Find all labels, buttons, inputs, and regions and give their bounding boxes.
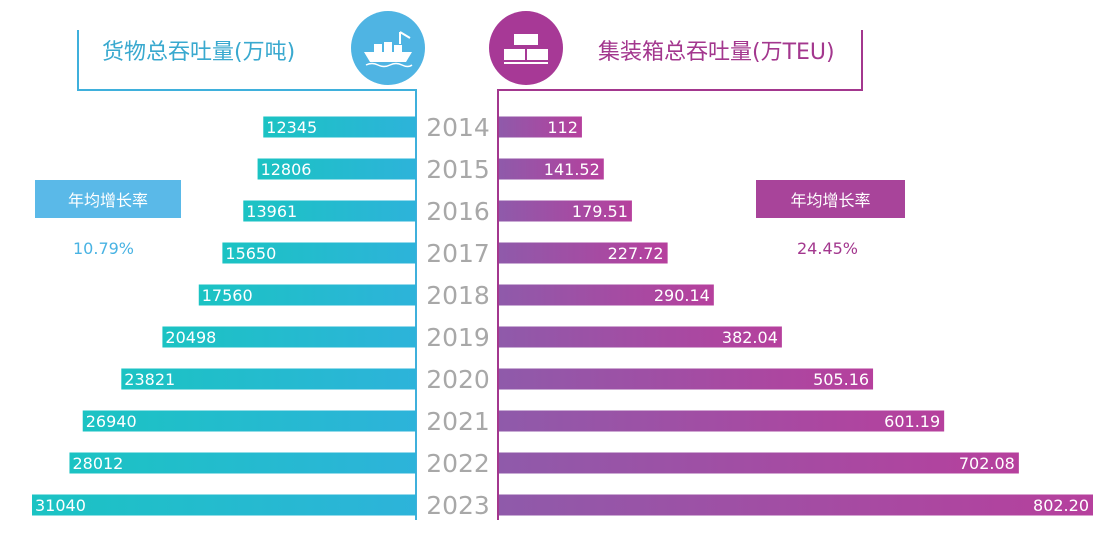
cargo-bar-2020 — [121, 368, 416, 390]
year-label-2021: 2021 — [426, 407, 490, 436]
container-label-2022: 702.08 — [959, 454, 1015, 473]
year-label-2015: 2015 — [426, 155, 490, 184]
container-bar-2019 — [499, 326, 782, 348]
year-label-2018: 2018 — [426, 281, 490, 310]
container-bar-2018 — [499, 284, 714, 306]
container-label-2017: 227.72 — [608, 244, 664, 263]
growth-rate-value-left: 10.79% — [73, 239, 135, 258]
cargo-label-2023: 31040 — [35, 496, 86, 515]
container-label-2016: 179.51 — [572, 202, 628, 221]
year-label-2014: 2014 — [426, 113, 490, 142]
container-label-2014: 112 — [547, 118, 578, 137]
cargo-bar-2016 — [243, 200, 416, 222]
container-bar-2023 — [499, 494, 1093, 516]
cargo-bar-2018 — [198, 284, 416, 306]
year-label-2022: 2022 — [426, 449, 490, 478]
containers-icon — [489, 11, 563, 85]
year-label-2023: 2023 — [426, 491, 490, 520]
container-label-2018: 290.14 — [654, 286, 710, 305]
container-bar-2022 — [499, 452, 1019, 474]
container-bar-2015 — [499, 158, 604, 180]
cargo-bar-2014 — [263, 116, 416, 138]
cargo-label-2015: 12806 — [261, 160, 312, 179]
year-label-2020: 2020 — [426, 365, 490, 394]
cargo-bar-2017 — [222, 242, 416, 264]
cargo-bar-2015 — [257, 158, 416, 180]
cargo-bar-2022 — [69, 452, 417, 474]
cargo-label-2021: 26940 — [86, 412, 137, 431]
cargo-label-2017: 15650 — [225, 244, 276, 263]
year-label-2016: 2016 — [426, 197, 490, 226]
container-label-2021: 601.19 — [884, 412, 940, 431]
container-throughput-title: 集装箱总吞吐量(万TEU) — [598, 40, 835, 65]
container-bar-2014 — [499, 116, 582, 138]
cargo-label-2020: 23821 — [124, 370, 175, 389]
container-label-2019: 382.04 — [722, 328, 778, 347]
cargo-label-2016: 13961 — [246, 202, 297, 221]
growth-rate-label-right: 年均增长率 — [756, 180, 905, 218]
container-bar-2020 — [499, 368, 874, 390]
year-label-2019: 2019 — [426, 323, 490, 352]
cargo-label-2019: 20498 — [165, 328, 216, 347]
container-bar-2017 — [499, 242, 668, 264]
cargo-label-2018: 17560 — [202, 286, 253, 305]
cargo-bar-2019 — [162, 326, 416, 348]
cargo-ship-icon — [351, 11, 425, 85]
growth-rate-value-right: 24.45% — [797, 239, 859, 258]
container-label-2015: 141.52 — [544, 160, 600, 179]
cargo-label-2022: 28012 — [72, 454, 123, 473]
right-header-bracket — [497, 30, 863, 520]
container-bar-2016 — [499, 200, 632, 222]
cargo-throughput-title: 货物总吞吐量(万吨) — [102, 40, 296, 65]
year-label-2017: 2017 — [426, 239, 490, 268]
left-header-bracket — [77, 30, 417, 520]
container-label-2023: 802.20 — [1033, 496, 1089, 515]
growth-rate-label-left: 年均增长率 — [35, 180, 181, 218]
container-label-2020: 505.16 — [813, 370, 869, 389]
cargo-bar-2023 — [32, 494, 416, 516]
cargo-label-2014: 12345 — [266, 118, 317, 137]
cargo-bar-2021 — [82, 410, 416, 432]
container-bar-2021 — [499, 410, 945, 432]
